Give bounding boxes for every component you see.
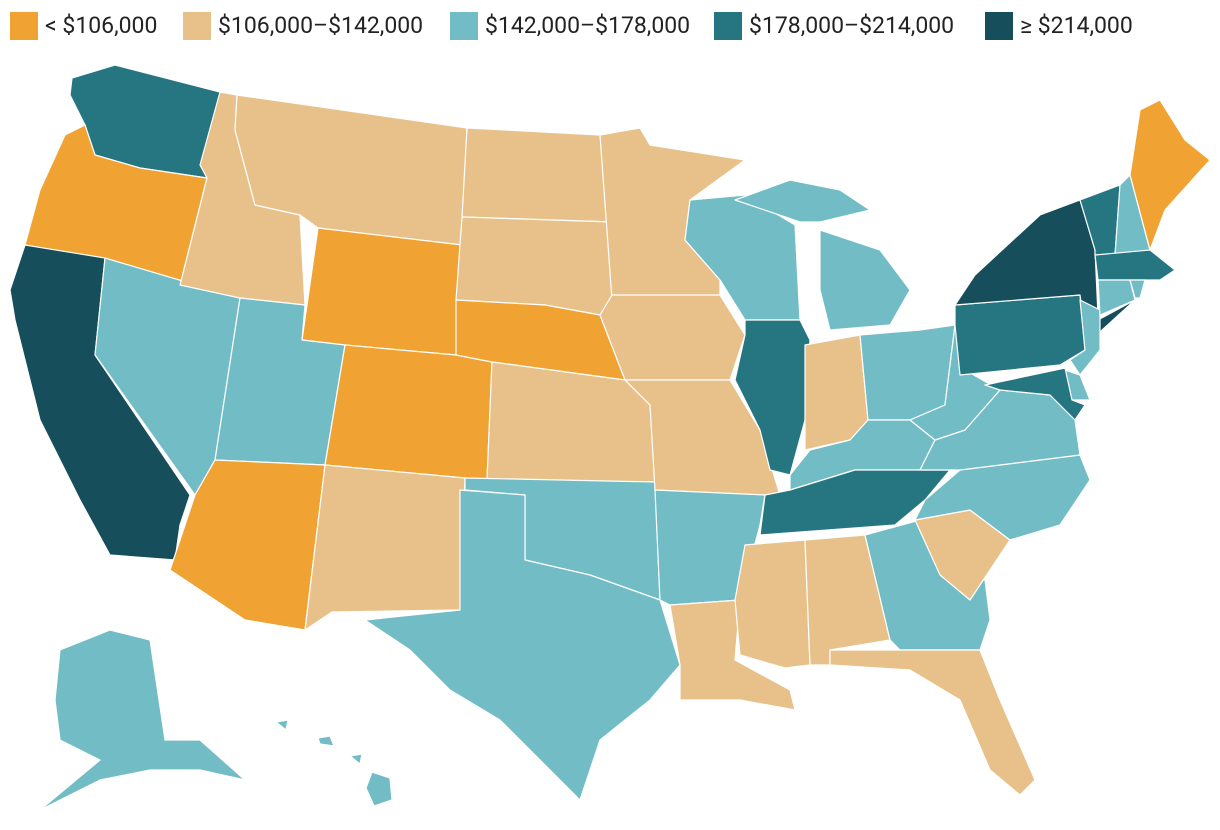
region xyxy=(461,127,613,223)
legend-swatch xyxy=(10,12,38,40)
region xyxy=(734,179,871,223)
legend-label: $142,000–$178,000 xyxy=(485,12,690,39)
legend-swatch xyxy=(985,12,1013,40)
legend-swatch xyxy=(714,12,742,40)
region xyxy=(275,719,289,731)
region xyxy=(1129,279,1146,299)
region xyxy=(1129,99,1211,251)
region xyxy=(819,229,911,331)
region xyxy=(734,319,811,476)
legend-label: $178,000–$214,000 xyxy=(749,12,954,39)
legend-swatch xyxy=(450,12,478,40)
region xyxy=(364,489,681,801)
region xyxy=(349,753,363,765)
region xyxy=(954,294,1086,376)
region xyxy=(39,629,246,811)
region xyxy=(365,771,393,807)
region xyxy=(317,735,335,747)
legend: < $106,000 $106,000–$142,000 $142,000–$178… xyxy=(10,12,1133,40)
region xyxy=(599,294,746,381)
region xyxy=(909,324,1001,441)
region xyxy=(829,649,1036,796)
region xyxy=(304,464,466,631)
regions xyxy=(9,64,1211,811)
region xyxy=(301,227,463,356)
legend-label: $106,000–$142,000 xyxy=(218,12,423,39)
region xyxy=(455,216,613,316)
region xyxy=(324,344,493,481)
region xyxy=(1097,279,1136,316)
region xyxy=(1094,249,1176,281)
legend-swatch xyxy=(183,12,211,40)
region xyxy=(734,539,811,669)
region xyxy=(859,324,956,421)
region xyxy=(759,469,951,536)
region xyxy=(984,367,1086,421)
legend-label: ≥ $214,000 xyxy=(1020,12,1133,39)
legend-label: < $106,000 xyxy=(45,12,157,39)
